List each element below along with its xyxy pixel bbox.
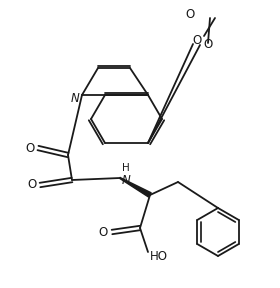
- Text: O: O: [98, 226, 108, 238]
- Text: O: O: [25, 141, 35, 154]
- Text: O: O: [186, 9, 195, 22]
- Text: H: H: [122, 163, 130, 173]
- Polygon shape: [120, 178, 151, 197]
- Text: HO: HO: [150, 249, 168, 262]
- Text: N: N: [71, 92, 79, 105]
- Text: N: N: [122, 173, 131, 187]
- Text: O: O: [192, 33, 202, 46]
- Text: O: O: [203, 37, 212, 50]
- Text: O: O: [27, 179, 37, 192]
